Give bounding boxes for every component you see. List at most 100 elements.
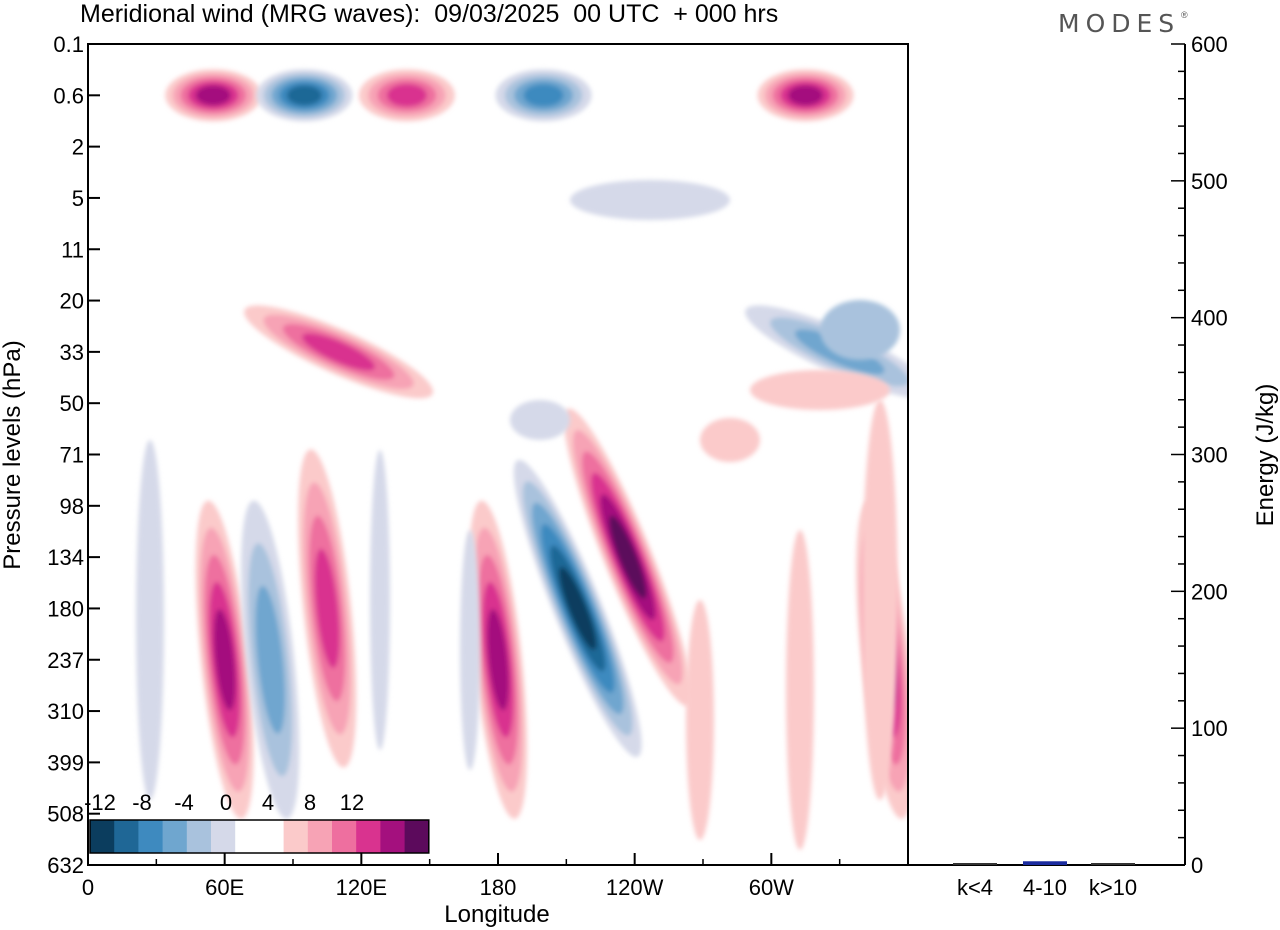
x-axis-title: Longitude <box>444 901 549 928</box>
longitude-tick-label: 60W <box>749 875 794 900</box>
pressure-tick-label: 50 <box>60 391 84 416</box>
background-streak <box>370 450 390 750</box>
colorbar-swatch <box>404 820 430 853</box>
background-streak <box>510 400 570 440</box>
registered-mark: ® <box>1181 10 1188 20</box>
positive-anomaly <box>244 305 434 399</box>
energy-axis-title: Energy (J/kg) <box>1252 384 1279 527</box>
background-streak <box>700 418 760 462</box>
negative-anomaly <box>256 69 353 122</box>
colorbar: -12 -8 -4 0 4 8 12 <box>84 790 430 854</box>
colorbar-swatch <box>114 820 139 853</box>
negative-anomaly <box>495 69 592 122</box>
colorbar-swatch <box>211 820 236 853</box>
positive-anomaly <box>563 408 692 706</box>
negative-anomaly <box>513 459 642 758</box>
wind-field <box>136 69 908 850</box>
pressure-tick-label: 632 <box>47 853 84 878</box>
pressure-tick-label: 2 <box>72 135 84 160</box>
colorbar-swatch <box>259 820 285 853</box>
pressure-tick-label: 0.1 <box>53 32 84 57</box>
energy-category-label: 4-10 <box>1023 875 1067 900</box>
longitude-tick-label: 60E <box>205 875 244 900</box>
colorbar-label: -12 <box>84 790 116 815</box>
anomaly-contour <box>255 585 285 734</box>
energy-tick-label: 400 <box>1191 306 1228 331</box>
energy-bar <box>953 863 997 865</box>
colorbar-swatch <box>162 820 188 853</box>
anomaly-contour <box>609 515 647 599</box>
colorbar-swatch <box>90 820 115 853</box>
energy-bar <box>1091 863 1135 865</box>
colorbar-swatch <box>307 820 333 853</box>
colorbar-label: -4 <box>174 790 194 815</box>
colorbar-label: 8 <box>304 790 316 815</box>
anomaly-contour <box>523 83 564 107</box>
energy-tick-label: 0 <box>1191 853 1203 878</box>
anomaly-contour <box>195 85 231 106</box>
energy-tick-label: 200 <box>1191 579 1228 604</box>
colorbar-label: 0 <box>220 790 232 815</box>
longitude-axis: 0 60E 120E 180 120W 60W <box>82 853 841 900</box>
modes-logo: MODES <box>1058 9 1181 38</box>
colorbar-swatch <box>380 820 406 853</box>
colorbar-swatch <box>235 820 260 853</box>
energy-category-label: k<4 <box>957 875 993 900</box>
background-streak <box>820 300 900 360</box>
colorbar-swatch <box>186 820 212 853</box>
anomaly-contour <box>788 85 823 106</box>
pressure-tick-label: 310 <box>47 699 84 724</box>
pressure-tick-label: 0.6 <box>53 83 84 108</box>
positive-anomaly <box>757 69 854 122</box>
energy-tick-label: 600 <box>1191 32 1228 57</box>
pressure-tick-label: 508 <box>47 802 84 827</box>
positive-anomaly <box>165 69 262 122</box>
colorbar-label: -8 <box>132 790 152 815</box>
anomaly-contour <box>386 83 427 107</box>
background-streak <box>570 180 730 220</box>
colorbar-label: 4 <box>262 790 274 815</box>
colorbar-swatch <box>138 820 164 853</box>
pressure-tick-label: 20 <box>60 289 84 314</box>
energy-tick-label: 300 <box>1191 443 1228 468</box>
pressure-tick-label: 98 <box>60 494 84 519</box>
chart-title: Meridional wind (MRG waves): 09/03/2025 … <box>80 0 779 28</box>
pressure-tick-label: 237 <box>47 648 84 673</box>
longitude-tick-label: 180 <box>480 875 517 900</box>
positive-anomaly <box>298 449 357 768</box>
colorbar-swatch <box>332 820 357 853</box>
longitude-tick-label: 120E <box>336 875 387 900</box>
longitude-tick-label: 0 <box>82 875 94 900</box>
colorbar-swatch <box>356 820 381 853</box>
pressure-tick-label: 71 <box>60 443 84 468</box>
energy-tick-label: 100 <box>1191 716 1228 741</box>
pressure-tick-label: 134 <box>47 545 84 570</box>
pressure-tick-label: 180 <box>47 596 84 621</box>
background-streak <box>750 370 890 410</box>
anomaly-contour <box>302 333 376 371</box>
energy-bar <box>1023 861 1067 865</box>
pressure-tick-label: 5 <box>72 186 84 211</box>
background-streak <box>786 530 814 850</box>
anomaly-contour <box>213 609 236 711</box>
background-streak <box>862 400 898 800</box>
positive-anomaly <box>358 69 455 122</box>
pressure-axis: 0.1 0.6 2 5 11 20 33 50 71 98 134 180 237 310 399 508 63… <box>47 32 100 878</box>
longitude-tick-label: 120W <box>606 875 664 900</box>
negative-anomaly <box>241 500 300 819</box>
pressure-tick-label: 399 <box>47 750 84 775</box>
anomaly-contour <box>286 85 322 106</box>
anomaly-contour <box>487 609 509 711</box>
energy-tick-label: 500 <box>1191 169 1228 194</box>
colorbar-swatch <box>283 820 309 853</box>
anomaly-contour <box>559 566 597 650</box>
background-streak <box>460 530 480 770</box>
positive-anomaly <box>468 500 528 819</box>
positive-anomaly <box>195 500 254 819</box>
pressure-tick-label: 11 <box>61 237 84 262</box>
energy-category-label: k>10 <box>1089 875 1137 900</box>
background-streak <box>686 600 714 840</box>
background-streak <box>136 440 164 800</box>
y-axis-title: Pressure levels (hPa) <box>0 340 26 569</box>
